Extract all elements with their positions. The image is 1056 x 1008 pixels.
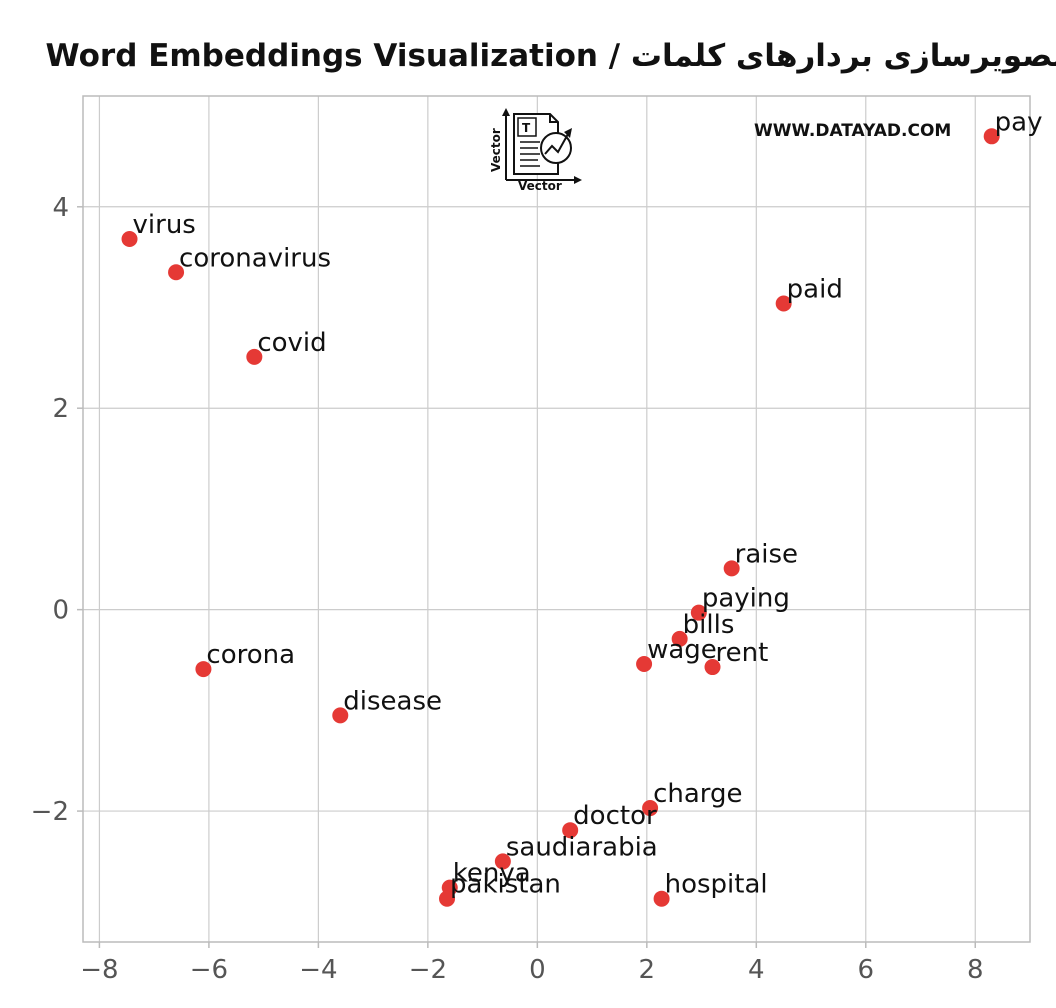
logo-y-text: Vector bbox=[489, 128, 503, 172]
x-tick-label: 2 bbox=[639, 955, 656, 985]
vector-logo-icon: T Vector Vector bbox=[489, 108, 582, 193]
y-tick-label: 2 bbox=[52, 394, 69, 424]
x-tick-label: −8 bbox=[80, 955, 118, 985]
point-paying bbox=[690, 604, 707, 621]
watermark-site: WWW.DATAYAD.COM bbox=[754, 121, 951, 141]
point-coronavirus bbox=[168, 264, 185, 281]
point-label-kenya: kenya bbox=[453, 859, 531, 889]
point-paid bbox=[775, 295, 792, 312]
y-tick-label: −2 bbox=[31, 797, 69, 827]
point-label-paid: paid bbox=[787, 274, 843, 304]
point-wage bbox=[636, 656, 653, 673]
watermark: WWW.DATAYAD.COM T Vector Vector bbox=[489, 108, 951, 193]
x-tick-label: 6 bbox=[858, 955, 875, 985]
point-label-corona: corona bbox=[206, 640, 295, 670]
point-pay bbox=[983, 128, 1000, 145]
point-saudiarabia bbox=[494, 853, 511, 870]
plot-frame bbox=[82, 95, 1031, 943]
x-tick-label: 0 bbox=[529, 955, 546, 985]
point-label-paying: paying bbox=[702, 584, 790, 614]
y-tick-label: 4 bbox=[52, 193, 69, 223]
x-tick-label: −2 bbox=[409, 955, 447, 985]
point-doctor bbox=[562, 822, 579, 839]
x-axis-ticks: −8 −6 −4 −2 0 2 4 6 8 bbox=[80, 942, 984, 985]
point-rent bbox=[704, 659, 721, 676]
point-covid bbox=[246, 348, 263, 365]
point-label-rent: rent bbox=[716, 638, 769, 668]
x-tick-label: 8 bbox=[967, 955, 984, 985]
point-virus bbox=[121, 231, 138, 248]
point-raise bbox=[723, 560, 740, 577]
y-tick-label: 0 bbox=[52, 596, 69, 626]
point-label-virus: virus bbox=[133, 210, 196, 240]
point-label-saudiarabia: saudiarabia bbox=[506, 832, 658, 862]
point-label-raise: raise bbox=[735, 539, 798, 569]
point-corona bbox=[195, 661, 212, 678]
point-label-wage: wage bbox=[647, 635, 717, 665]
point-bills bbox=[671, 630, 688, 647]
point-label-pakistan: pakistan bbox=[450, 870, 561, 900]
chart-title: Word Embeddings Visualization / تصویرساز… bbox=[45, 38, 1056, 74]
x-tick-label: −6 bbox=[190, 955, 228, 985]
point-charge bbox=[642, 800, 659, 817]
x-tick-label: 4 bbox=[748, 955, 765, 985]
logo-x-text: Vector bbox=[518, 179, 562, 193]
point-label-pay: pay bbox=[995, 107, 1043, 137]
grid-lines bbox=[83, 96, 1030, 942]
point-label-coronavirus: coronavirus bbox=[179, 243, 331, 273]
logo-doc-letter: T bbox=[522, 121, 531, 135]
point-label-covid: covid bbox=[257, 328, 326, 358]
x-tick-label: −4 bbox=[299, 955, 337, 985]
y-axis-ticks: −2 0 2 4 bbox=[31, 193, 83, 827]
point-disease bbox=[332, 707, 349, 724]
point-label-disease: disease bbox=[343, 686, 442, 716]
point-label-charge: charge bbox=[653, 779, 742, 809]
point-label-hospital: hospital bbox=[665, 870, 768, 900]
point-hospital bbox=[653, 890, 670, 907]
point-label-doctor: doctor bbox=[573, 801, 657, 831]
point-pakistan bbox=[439, 890, 456, 907]
point-label-bills: bills bbox=[683, 610, 735, 640]
